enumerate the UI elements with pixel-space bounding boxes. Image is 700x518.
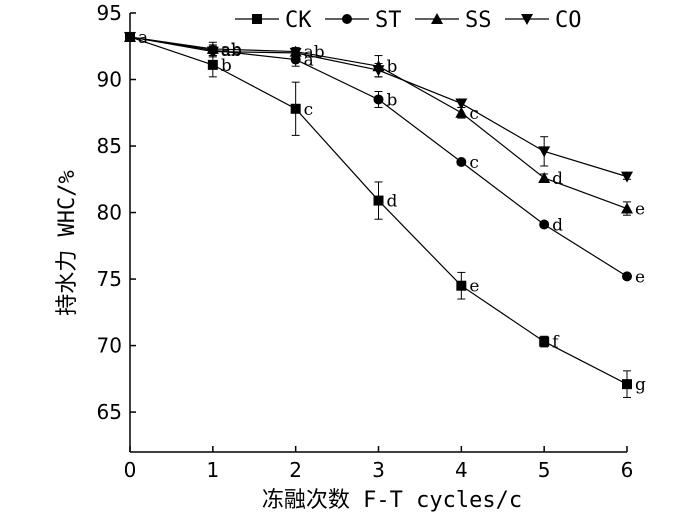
- legend-label: ST: [375, 8, 402, 33]
- legend-marker: [342, 14, 352, 24]
- x-tick-label: 0: [124, 458, 137, 482]
- data-point: [622, 379, 632, 390]
- data-point: [455, 106, 468, 118]
- legend-label: CK: [285, 8, 312, 33]
- axis-ticks: 0 1 2 3 4 5 6 65 70 75 80 85 90 95: [97, 1, 634, 482]
- legend-item-st: ST: [325, 8, 402, 33]
- x-tick-label: 1: [206, 458, 219, 482]
- data-point: [456, 280, 467, 291]
- y-tick-label: 95: [97, 1, 122, 25]
- y-tick-label: 70: [97, 334, 122, 358]
- data-point: [621, 171, 633, 183]
- data-point: [373, 195, 384, 206]
- data-point: [289, 47, 302, 59]
- x-tick-label: 4: [455, 458, 468, 482]
- y-tick-label: 90: [97, 68, 122, 92]
- data-point: [373, 94, 384, 105]
- x-tick-label: 2: [289, 458, 302, 482]
- significance-label: f: [552, 333, 560, 353]
- significance-label: d: [552, 169, 563, 189]
- significance-label: e: [635, 200, 645, 220]
- data-point: [206, 46, 219, 58]
- y-tick-label: 85: [97, 134, 122, 158]
- significance-label: b: [221, 56, 232, 76]
- data-point: [455, 98, 468, 110]
- y-tick-label: 75: [97, 267, 122, 291]
- data-point: [538, 146, 551, 158]
- significance-label: a: [304, 51, 314, 71]
- legend: CK ST SS CO: [235, 8, 582, 33]
- legend-item-ss: SS: [415, 8, 492, 33]
- data-point: [622, 271, 632, 282]
- legend-label: CO: [555, 8, 582, 33]
- legend-item-ck: CK: [235, 8, 312, 33]
- significance-label: g: [635, 375, 646, 395]
- data-point: [538, 171, 551, 183]
- significance-label: ab: [221, 40, 242, 60]
- legend-item-co: CO: [505, 8, 582, 33]
- significance-label: b: [387, 57, 398, 77]
- significance-label: c: [469, 104, 479, 124]
- legend-marker: [252, 14, 262, 24]
- x-tick-label: 3: [372, 458, 385, 482]
- significance-label: c: [304, 100, 314, 120]
- significance-label: b: [387, 90, 398, 110]
- significance-label: d: [552, 216, 563, 236]
- x-tick-label: 6: [621, 458, 634, 482]
- data-point: [207, 59, 218, 70]
- x-tick-label: 5: [538, 458, 551, 482]
- significance-label: d: [387, 192, 398, 212]
- significance-label: ab: [304, 43, 325, 63]
- x-axis-title: 冻融次数 F-T cycles/c: [262, 488, 522, 513]
- data-point: [372, 65, 385, 77]
- significance-label: a: [138, 28, 148, 48]
- significance-label: e: [635, 267, 645, 287]
- significance-label: ab: [221, 41, 242, 61]
- data-point: [539, 219, 550, 230]
- legend-label: SS: [465, 8, 492, 33]
- y-tick-label: 65: [97, 400, 122, 424]
- data-point: [539, 336, 550, 347]
- y-axis-title: 持水力 WHC/%: [55, 170, 80, 315]
- y-tick-label: 80: [97, 201, 122, 225]
- significance-label: c: [469, 153, 479, 173]
- data-point: [456, 156, 467, 167]
- data-point: [621, 202, 633, 214]
- significance-label: e: [469, 277, 479, 297]
- legend-marker: [521, 14, 533, 25]
- legend-marker: [431, 13, 443, 24]
- data-point: [290, 103, 301, 114]
- series-co: [124, 31, 633, 183]
- data-point: [124, 31, 136, 43]
